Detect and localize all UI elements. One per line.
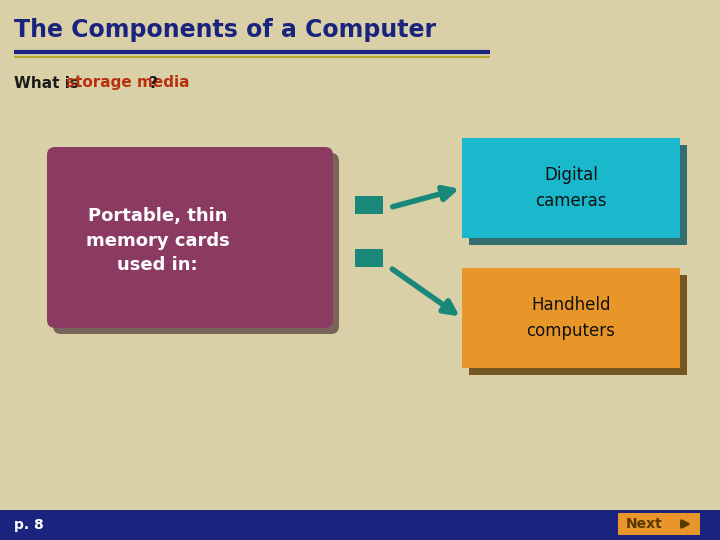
Text: Digital
cameras: Digital cameras [535,166,607,210]
Bar [469,275,687,375]
Bar [355,248,383,267]
Text: p. 8: p. 8 [14,518,44,532]
Text: ?: ? [149,76,158,91]
FancyBboxPatch shape [53,153,339,334]
Bar [462,268,680,368]
Bar [618,513,700,535]
Text: Portable, thin
memory cards
used in:: Portable, thin memory cards used in: [86,206,230,274]
Text: storage media: storage media [66,76,189,91]
Text: What is: What is [14,76,84,91]
Bar [355,195,383,213]
Text: The Components of a Computer: The Components of a Computer [14,18,436,42]
Bar [0,510,720,540]
Text: Handheld
computers: Handheld computers [526,296,616,340]
Bar [462,138,680,238]
FancyBboxPatch shape [47,147,333,328]
Bar [469,145,687,245]
Text: Next: Next [626,517,662,531]
